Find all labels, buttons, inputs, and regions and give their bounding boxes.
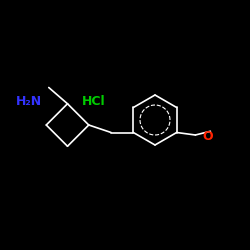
Text: HCl: HCl — [82, 95, 106, 108]
Text: H₂N: H₂N — [16, 95, 42, 108]
Text: O: O — [202, 130, 213, 143]
